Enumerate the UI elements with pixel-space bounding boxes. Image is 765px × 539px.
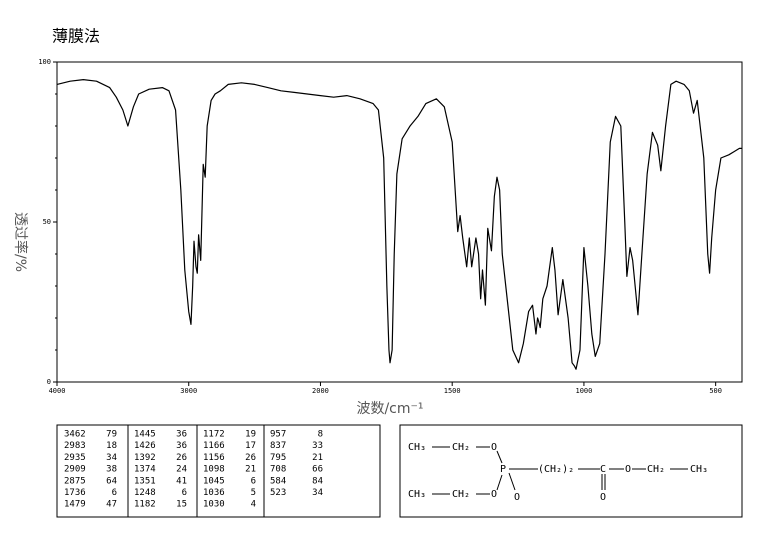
peak-transmittance: 66 (312, 465, 323, 475)
peak-wavenumber: 1479 (64, 500, 86, 510)
peak-wavenumber: 1736 (64, 488, 86, 498)
peak-table-frame (56, 424, 381, 518)
x-tick-label: 3000 (180, 387, 197, 395)
peak-transmittance: 5 (251, 488, 256, 498)
atom: CH₂ (452, 489, 470, 500)
peak-transmittance: 34 (106, 453, 117, 463)
atom: CH₂ (452, 442, 470, 453)
bond (508, 472, 516, 491)
y-tick-label: 100 (38, 58, 51, 66)
atom: O (514, 492, 520, 503)
atom: CH₂ (647, 464, 665, 475)
peak-wavenumber: 1036 (203, 488, 225, 498)
peak-wavenumber: 2909 (64, 465, 86, 475)
peak-transmittance: 26 (245, 453, 256, 463)
page-title: 薄膜法 (52, 27, 100, 46)
peak-transmittance: 8 (318, 430, 323, 440)
peak-transmittance: 18 (106, 441, 117, 451)
peak-transmittance: 41 (176, 476, 187, 486)
peak-wavenumber: 957 (270, 430, 286, 440)
spectrum-line (56, 79, 742, 370)
peak-wavenumber: 584 (270, 476, 286, 486)
peak-transmittance: 21 (245, 465, 256, 475)
peak-transmittance: 26 (176, 453, 187, 463)
peak-wavenumber: 1166 (203, 441, 225, 451)
x-axis-label: 波数/cm⁻¹ (356, 401, 423, 417)
peak-wavenumber: 1156 (203, 453, 225, 463)
peak-transmittance: 6 (182, 488, 187, 498)
x-tick-label: 4000 (49, 387, 66, 395)
peak-transmittance: 47 (106, 500, 117, 510)
peak-transmittance: 34 (312, 488, 323, 498)
peak-transmittance: 15 (176, 500, 187, 510)
peak-wavenumber: 1098 (203, 465, 225, 475)
atom: CH₃ (408, 442, 426, 453)
atom: CH₃ (408, 489, 426, 500)
atom: O (625, 464, 631, 475)
peak-wavenumber: 1351 (134, 476, 156, 486)
atom: O (491, 489, 497, 500)
peak-transmittance: 17 (245, 441, 256, 451)
peak-transmittance: 38 (106, 465, 117, 475)
peak-transmittance: 36 (176, 430, 187, 440)
x-tick-label: 1500 (444, 387, 461, 395)
peak-wavenumber: 795 (270, 453, 286, 463)
structure-bonds (432, 446, 688, 495)
peak-transmittance: 84 (312, 476, 323, 486)
peak-transmittance: 64 (106, 476, 117, 486)
peak-wavenumber: 1392 (134, 453, 156, 463)
atom: (CH₂)₂ (538, 464, 574, 475)
peak-transmittance: 24 (176, 465, 187, 475)
peak-wavenumber: 1030 (203, 500, 225, 510)
atom: C (600, 464, 606, 475)
peak-wavenumber: 1172 (203, 430, 225, 440)
peak-wavenumber: 1182 (134, 500, 156, 510)
peak-transmittance: 4 (251, 500, 256, 510)
peak-wavenumber: 1045 (203, 476, 225, 486)
peak-wavenumber: 1445 (134, 430, 156, 440)
bond (496, 450, 503, 464)
peak-wavenumber: 2983 (64, 441, 86, 451)
x-tick-label: 2000 (312, 387, 329, 395)
peak-transmittance: 21 (312, 453, 323, 463)
y-tick-label: 50 (43, 218, 51, 226)
atom: O (600, 492, 606, 503)
x-tick-label: 1000 (575, 387, 592, 395)
peak-transmittance: 6 (251, 476, 256, 486)
peak-wavenumber: 1248 (134, 488, 156, 498)
structure-frame (399, 424, 743, 518)
peak-wavenumber: 837 (270, 441, 286, 451)
peak-wavenumber: 3462 (64, 430, 86, 440)
peak-wavenumber: 2875 (64, 476, 86, 486)
peak-transmittance: 36 (176, 441, 187, 451)
peak-wavenumber: 708 (270, 465, 286, 475)
bond (496, 474, 503, 491)
atom: P (500, 464, 506, 475)
y-axis-label: 透过率/% (12, 212, 29, 272)
peak-wavenumber: 1426 (134, 441, 156, 451)
atom: CH₃ (690, 464, 708, 475)
peak-wavenumber: 523 (270, 488, 286, 498)
peak-transmittance: 33 (312, 441, 323, 451)
atom: O (491, 442, 497, 453)
peak-wavenumber: 2935 (64, 453, 86, 463)
x-tick-label: 500 (709, 387, 722, 395)
y-tick-label: 0 (47, 378, 51, 386)
peak-transmittance: 19 (245, 430, 256, 440)
peak-transmittance: 6 (112, 488, 117, 498)
peak-transmittance: 79 (106, 430, 117, 440)
peak-wavenumber: 1374 (134, 465, 156, 475)
structure-atoms: CH₃ CH₂ O P (CH₂)₂ C O CH₂ CH₃ CH₃ CH₂ O… (408, 442, 708, 503)
plot-frame (56, 61, 743, 383)
